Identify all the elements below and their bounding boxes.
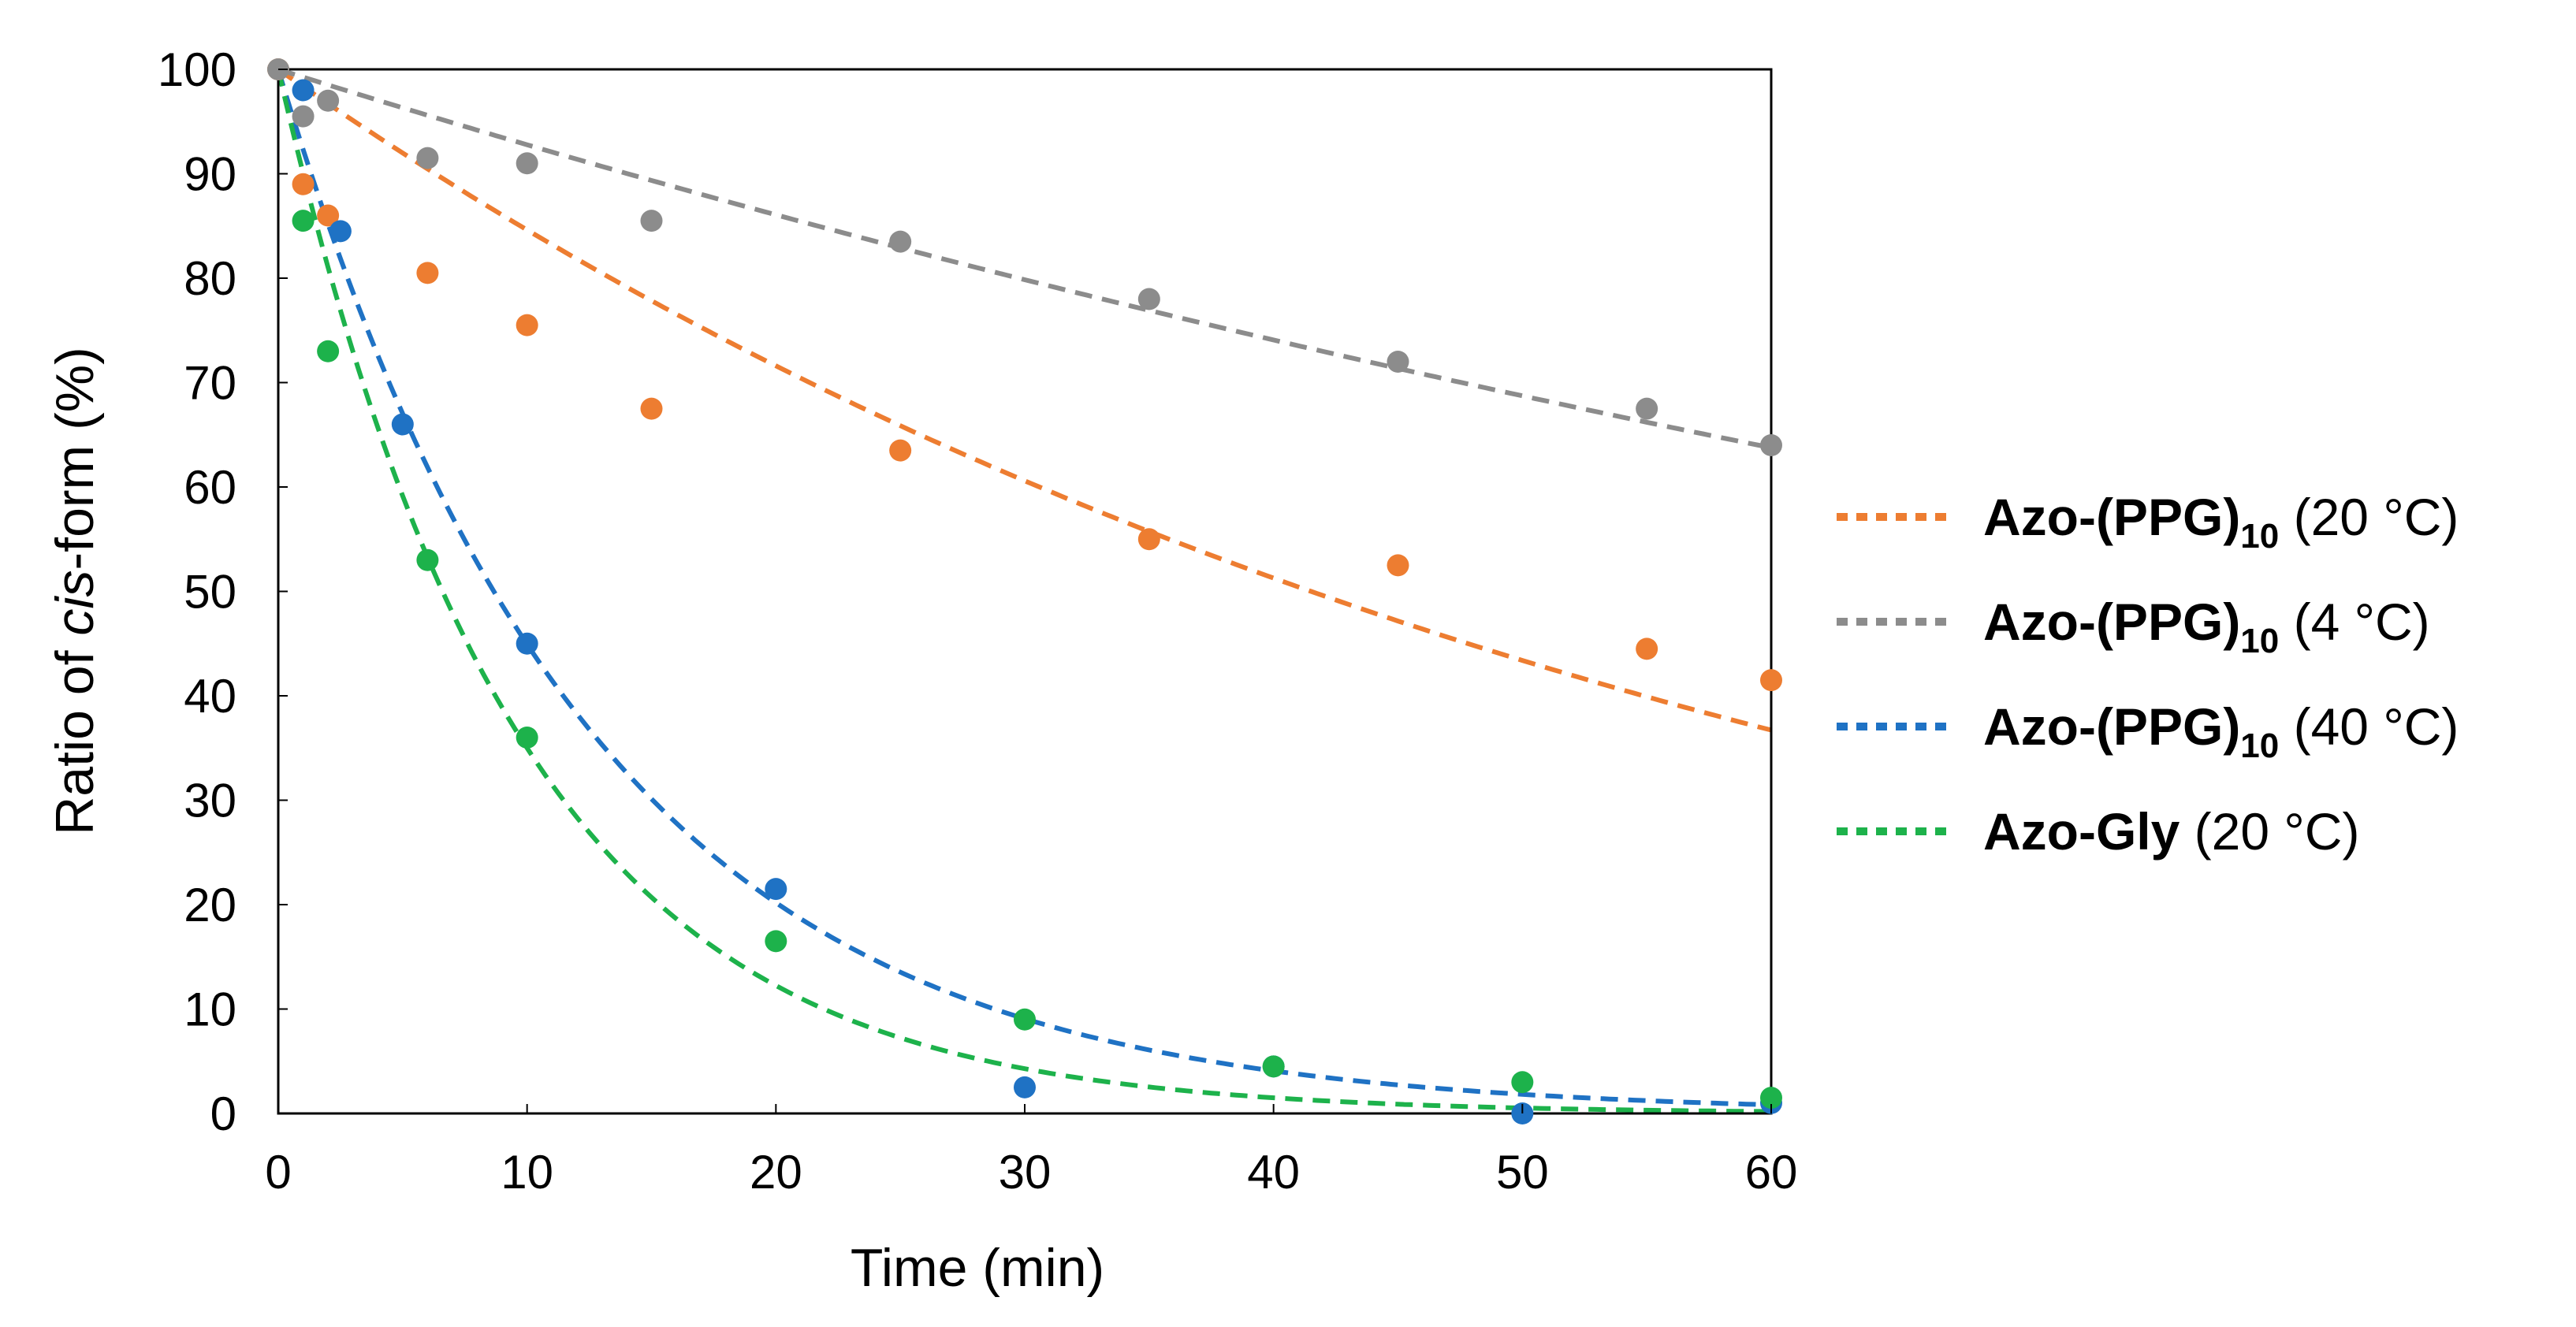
data-point: [765, 878, 787, 901]
data-point: [1636, 397, 1658, 420]
data-point: [516, 632, 538, 655]
fit-curve-series-1: [278, 69, 1771, 733]
legend-label-bold: Azo-(PPG): [1983, 488, 2240, 546]
legend-label: Azo-(PPG)10 (40 °C): [1983, 697, 2459, 765]
data-point: [317, 204, 340, 227]
data-point: [1014, 1076, 1036, 1098]
data-point: [516, 314, 538, 336]
data-point: [640, 397, 663, 420]
data-point: [292, 173, 315, 195]
data-point: [516, 727, 538, 749]
legend-item: Azo-(PPG)10 (20 °C): [1837, 488, 2459, 556]
legend-label: Azo-Gly (20 °C): [1983, 802, 2359, 861]
y-tick-label: 70: [184, 357, 236, 410]
y-tick-label: 100: [158, 43, 236, 96]
x-tick-label: 30: [999, 1146, 1052, 1199]
fit-curve-series-3: [278, 69, 1771, 1108]
data-point: [1387, 554, 1409, 577]
data-point: [416, 262, 439, 284]
legend-label: Azo-(PPG)10 (4 °C): [1983, 593, 2430, 660]
legend-label: Azo-(PPG)10 (20 °C): [1983, 488, 2459, 556]
data-point: [1760, 434, 1782, 456]
legend-label-normal: (20 °C): [2279, 488, 2459, 546]
legend-item: Azo-(PPG)10 (40 °C): [1837, 697, 2459, 765]
data-point: [1636, 637, 1658, 660]
data-point: [1511, 1071, 1534, 1094]
data-point: [329, 220, 352, 243]
data-point: [1262, 1055, 1285, 1078]
y-tick-label: 80: [184, 252, 236, 305]
data-point: [292, 210, 315, 232]
legend-label-normal: (40 °C): [2279, 697, 2459, 756]
x-tick-label: 10: [501, 1146, 553, 1199]
series-2-points: [267, 58, 1782, 456]
x-tick-label: 0: [265, 1146, 291, 1199]
data-point: [889, 439, 912, 462]
legend-label-subscript: 10: [2240, 622, 2279, 660]
data-points: [267, 58, 1782, 1124]
legend-label-subscript: 10: [2240, 517, 2279, 556]
y-tick-label: 0: [210, 1087, 236, 1140]
data-point: [765, 930, 787, 953]
data-point: [516, 152, 538, 175]
data-point: [1760, 1087, 1782, 1110]
data-point: [292, 105, 315, 128]
y-tick-label: 30: [184, 775, 236, 827]
y-axis-title: Ratio of cis-form (%): [45, 347, 105, 835]
legend: Azo-(PPG)10 (20 °C)Azo-(PPG)10 (4 °C)Azo…: [1837, 488, 2459, 861]
axes: 0 10 20 30 40 50 60 0 10 20 30 40 50 60 70 80 90 100: [158, 43, 1797, 1199]
x-axis-title: Time (min): [851, 1238, 1104, 1298]
y-axis-title-suffix: -form (%): [45, 347, 105, 570]
fit-curve-series-2: [278, 69, 1771, 451]
legend-label-normal: (20 °C): [2180, 802, 2359, 861]
data-point: [292, 79, 315, 102]
legend-label-subscript: 10: [2240, 727, 2279, 765]
x-tick-label: 20: [750, 1146, 802, 1199]
data-point: [317, 340, 340, 362]
legend-item: Azo-Gly (20 °C): [1837, 802, 2359, 861]
legend-label-bold: Azo-(PPG): [1983, 593, 2240, 651]
legend-label-bold: Azo-(PPG): [1983, 697, 2240, 756]
data-point: [317, 89, 340, 112]
y-tick-label: 10: [184, 983, 236, 1036]
series-4-points: [292, 210, 1782, 1110]
fit-curves: [278, 69, 1771, 1113]
data-point: [640, 210, 663, 232]
data-point: [1387, 351, 1409, 373]
y-axis-title-italic: cis: [45, 570, 105, 635]
y-tick-label: 20: [184, 879, 236, 931]
x-tick-label: 60: [1745, 1146, 1798, 1199]
data-point: [416, 147, 439, 169]
y-tick-label: 50: [184, 566, 236, 619]
y-tick-label: 40: [184, 670, 236, 723]
y-tick-label: 60: [184, 461, 236, 514]
data-point: [1014, 1008, 1036, 1031]
y-axis-title-prefix: Ratio of: [45, 636, 105, 835]
x-tick-label: 50: [1496, 1146, 1549, 1199]
fit-curve-series-4: [278, 69, 1771, 1113]
data-point: [1137, 288, 1160, 310]
data-point: [889, 230, 912, 253]
series-3-points: [292, 79, 1782, 1124]
legend-label-bold: Azo-Gly: [1983, 802, 2180, 861]
plot-frame: [277, 68, 1773, 1115]
data-point: [1760, 669, 1782, 692]
x-tick-label: 40: [1247, 1146, 1300, 1199]
data-point: [416, 548, 439, 571]
data-point: [391, 413, 414, 436]
data-point: [1137, 528, 1160, 551]
series-1-points: [267, 58, 1782, 692]
legend-label-normal: (4 °C): [2279, 593, 2429, 651]
y-tick-label: 90: [184, 148, 236, 201]
legend-item: Azo-(PPG)10 (4 °C): [1837, 593, 2430, 660]
